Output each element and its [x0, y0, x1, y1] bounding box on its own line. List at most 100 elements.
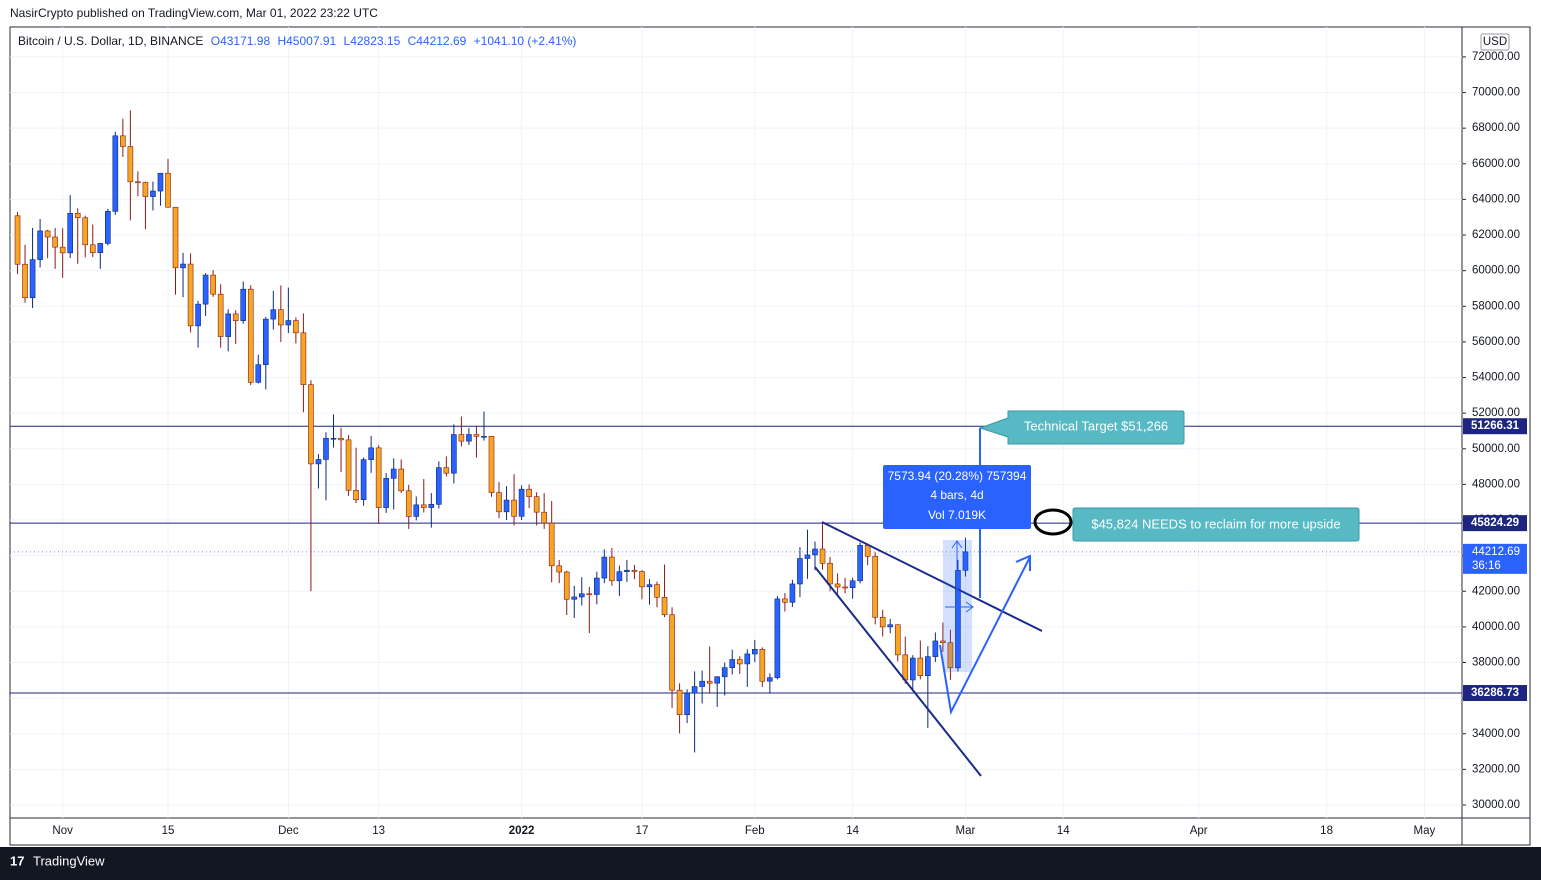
candle-body: [330, 437, 337, 440]
candle-body: [842, 586, 848, 589]
x-tick-label: 2022: [509, 825, 535, 837]
candle-body: [150, 190, 156, 197]
candle-body: [165, 172, 171, 208]
candle-body: [398, 468, 405, 492]
candle-body: [909, 657, 916, 681]
legend-change: +1041.10 (+2.41%): [474, 34, 577, 48]
y-tick-label: 54000.00: [1472, 372, 1520, 384]
drawings: 7573.94 (20.28%) 757394 4 bars, 4d Vol 7…: [814, 410, 1360, 777]
candle-body: [736, 659, 743, 665]
candle-body: [721, 667, 728, 678]
candle-body: [691, 686, 698, 694]
candle-body: [669, 614, 675, 691]
y-tick-label: 34000.00: [1472, 728, 1520, 740]
candle-body: [52, 236, 58, 248]
candle-body: [925, 656, 931, 676]
candle-body: [127, 146, 134, 183]
x-tick-label: 18: [1320, 825, 1333, 837]
candle-body: [202, 274, 209, 305]
y-tick-label: 60000.00: [1472, 265, 1520, 277]
wedge-lower: [814, 566, 982, 777]
candle-body: [232, 313, 239, 322]
candle-body: [187, 263, 194, 327]
candle-body: [609, 556, 615, 582]
candle-body: [443, 467, 450, 474]
currency-box[interactable]: [1480, 33, 1510, 51]
brand-logo: 17: [10, 853, 24, 868]
callout: [1072, 507, 1360, 542]
projection-arrow-head: [1015, 554, 1031, 571]
candle-body: [240, 288, 247, 322]
candle-body: [488, 436, 495, 493]
candle-body: [210, 274, 216, 295]
candle-body: [601, 556, 608, 579]
last-price-label: 44212.69: [1472, 546, 1520, 558]
candle-body: [383, 478, 389, 508]
x-tick-label: 13: [372, 825, 385, 837]
candle-body: [262, 318, 269, 366]
candle-body: [834, 583, 841, 588]
candle-body: [699, 680, 705, 687]
x-tick-label: 15: [162, 825, 175, 837]
candle-body: [37, 230, 43, 260]
candle-body: [300, 332, 307, 385]
candle-body: [338, 437, 344, 441]
candle-body: [308, 384, 314, 465]
y-tick-label: 32000.00: [1472, 763, 1520, 775]
candle-body: [894, 624, 901, 656]
candle-body: [706, 680, 713, 684]
candle-body: [849, 580, 856, 588]
y-tick-label: 40000.00: [1472, 621, 1520, 633]
candle-body: [247, 288, 254, 383]
level-price-box: [1463, 418, 1527, 435]
candle-body: [428, 504, 435, 508]
y-tick-label: 56000.00: [1472, 336, 1520, 348]
x-tick-label: 14: [846, 825, 859, 837]
candle-body: [59, 246, 66, 254]
candle-body: [511, 499, 517, 517]
callout-text: $45,824 NEEDS to reclaim for more upside: [1091, 516, 1340, 531]
candle-body: [323, 437, 329, 460]
symbol: Bitcoin / U.S. Dollar, 1D, BINANCE: [18, 34, 203, 48]
candle-body: [390, 468, 397, 479]
candle-body: [29, 259, 36, 299]
candle-body: [451, 434, 457, 474]
candle-body: [44, 230, 51, 238]
candle-body: [812, 548, 818, 556]
candle-body: [142, 182, 149, 197]
level-price-label: 36286.73: [1471, 687, 1519, 699]
y-tick-label: 62000.00: [1472, 229, 1520, 241]
last-price-box: [1463, 543, 1527, 574]
x-tick-label: 14: [1057, 825, 1070, 837]
candle-body: [902, 654, 909, 681]
candle-body: [255, 364, 262, 383]
candle-body: [74, 213, 81, 219]
candle-body: [556, 565, 563, 573]
callout-text: Technical Target $51,266: [1024, 418, 1168, 433]
candle-body: [887, 624, 894, 628]
candle-body: [518, 488, 525, 517]
candle-body: [112, 135, 119, 212]
candle-body: [533, 496, 540, 513]
y-tick-label: 72000.00: [1472, 51, 1520, 63]
candle-body: [180, 263, 186, 269]
legend-low: L42823.15: [344, 34, 401, 48]
candle-body: [473, 434, 480, 437]
y-tick-label: 58000.00: [1472, 300, 1520, 312]
candle-body: [563, 571, 570, 600]
candle-body: [819, 548, 826, 564]
candle-body: [782, 598, 788, 603]
candle-body: [89, 244, 96, 253]
candle-body: [420, 504, 427, 508]
candle-body: [571, 596, 578, 600]
level-price-box: [1463, 515, 1527, 532]
candle-body: [135, 181, 141, 184]
candle-body: [962, 551, 969, 571]
candle-body: [225, 313, 231, 337]
currency[interactable]: USD: [1483, 36, 1507, 48]
measure-text: Vol 7.019K: [928, 508, 986, 522]
candle-body: [940, 640, 946, 644]
x-tick-label: Nov: [52, 825, 73, 837]
candle-body: [917, 657, 924, 676]
